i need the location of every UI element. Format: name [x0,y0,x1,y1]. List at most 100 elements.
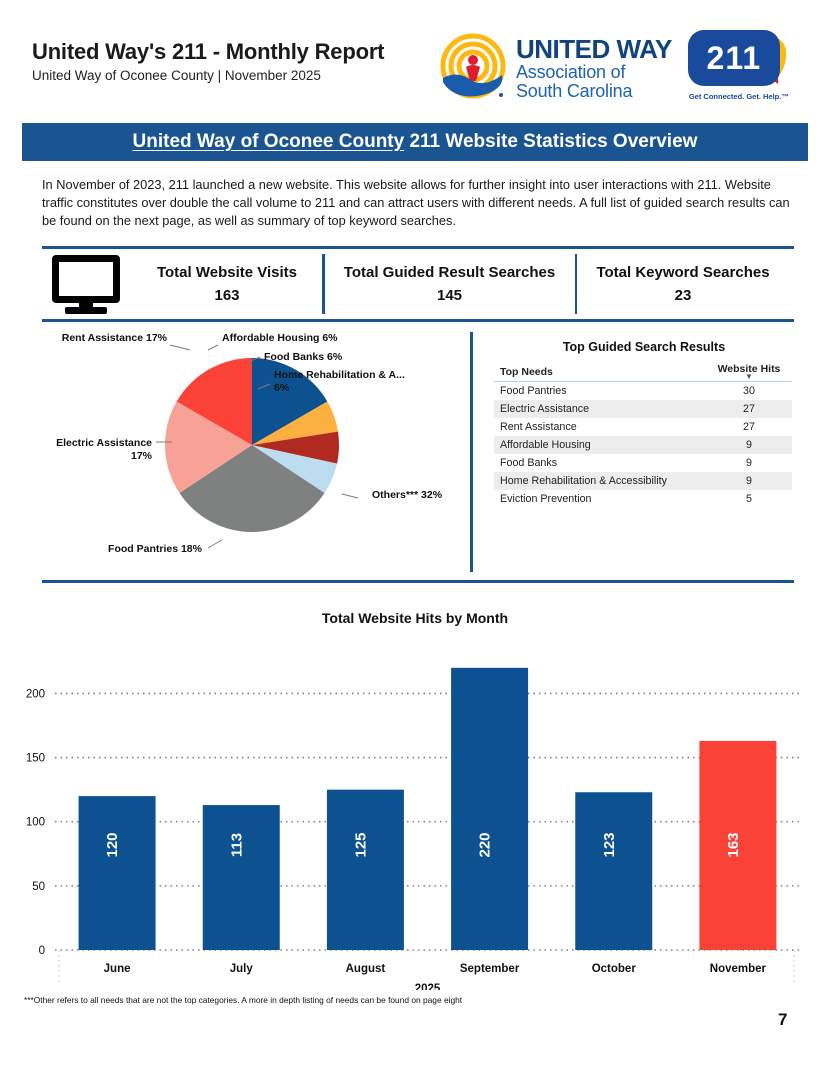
pie-slice-label: Food Banks 6% [264,351,343,363]
page-subtitle: United Way of Oconee County | November 2… [32,68,321,84]
title-block: United Way's 211 - Monthly Report United… [32,39,385,84]
table-row: Home Rehabilitation & Accessibility 9 [494,472,792,490]
pie-slice-label: Electric Assistance [56,437,152,449]
pie-slice-label: Home Rehabilitation & A... [274,369,405,381]
uw-line-3: South Carolina [516,81,633,101]
bar-value-label: 163 [725,832,742,857]
banner-underlined-part: United Way of Oconee County [132,131,405,152]
table-row: Food Pantries 30 [494,382,792,401]
y-axis-tick-label: 150 [26,753,45,765]
cell-hits: 9 [746,457,752,469]
bar-value-label: 220 [477,832,494,857]
summary-stats-bar: Total Website Visits 163 Total Guided Re… [42,246,794,322]
stat-total-guided-result-searches: Total Guided Result Searches 145 [325,249,575,319]
stat-rule-top [42,246,794,249]
monitor-icon [46,253,132,315]
x-axis-category-label: June [104,963,131,975]
top-guided-search-results-panel: Top Guided Search Results Top Needs Webs… [494,328,794,576]
pie-leader-line [207,344,219,351]
pie-slice-label: Others*** 32% [372,489,443,501]
x-axis-category-label: August [346,963,386,975]
table-title: Top Guided Search Results [562,340,726,354]
x-axis-title: 2025 [415,983,441,990]
section-banner: United Way of Oconee County 211 Website … [22,123,808,161]
bar-value-label: 113 [228,833,245,857]
stat-divider-1 [322,254,325,314]
cell-need: Food Pantries [500,385,567,397]
page-number: 7 [778,1010,788,1029]
bar [451,667,529,950]
pie-slice-label: Rent Assistance 17% [62,332,168,344]
monthly-hits-bar-chart-section: Total Website Hits by Month 0 50 100 150 200… [0,600,830,990]
pie-slice-label: 17% [131,450,153,462]
y-axis-tick-label: 100 [26,817,45,829]
top-needs-pie-chart: Rent Assistance 17% Affordable Housing 6%… [42,328,472,576]
cell-hits: 27 [743,421,755,433]
cell-hits: 5 [746,493,752,505]
table-header-row: Top Needs Website Hits ▼ [494,362,792,382]
united-way-wordmark: UNITED WAY Association of South Carolina [516,36,672,100]
top-guided-search-results-table: Top Needs Website Hits ▼ Food Pantries 30… [494,362,792,508]
pie-slice [252,431,339,464]
pie-leader-line [257,383,271,390]
sort-descending-icon[interactable]: ▼ [745,372,753,381]
pie-slice-label: Food Pantries 18% [108,543,203,555]
pie-slice [179,445,325,532]
cell-hits: 27 [704,400,792,418]
cell-need: Affordable Housing [494,436,704,454]
pie-slice [176,358,252,445]
bar-value-label: 123 [601,832,618,857]
stat-value: 145 [436,287,463,304]
intro-paragraph: In November of 2023, 211 launched a new … [42,177,790,229]
stat-label: Total Keyword Searches [596,264,770,281]
cell-hits: 9 [704,472,792,490]
bar-chart-title: Total Website Hits by Month [321,610,509,626]
pie-and-table-row: Rent Assistance 17% Affordable Housing 6%… [42,328,794,576]
bubble-211: 211 [687,30,780,86]
cell-need: Eviction Prevention [500,493,592,505]
pie-table-divider [470,332,473,572]
y-axis-tick-label: 0 [39,945,45,957]
col-header-website-hits[interactable]: Website Hits ▼ [704,362,792,382]
page-header: United Way's 211 - Monthly Report United… [0,0,830,120]
logo-211: 211 Get Connected. Get. Help.™ [680,26,798,110]
stat-value: 163 [214,287,240,304]
cell-need: Electric Assistance [494,400,704,418]
cell-hits: 30 [743,385,755,397]
x-axis-category-label: October [592,963,637,975]
bar [202,805,280,950]
uw-line-2: Association of [516,62,626,82]
banner-rest-part: 211 Website Statistics Overview [404,131,698,152]
pie-slice [252,401,338,445]
section-divider-rule [42,580,794,583]
stat-total-keyword-searches: Total Keyword Searches 23 [577,249,789,319]
cell-hits: 9 [704,436,792,454]
united-way-logo: UNITED WAY Association of South Carolina [437,32,672,104]
cell-need: Food Banks [500,457,558,469]
table-row: Eviction Prevention 5 [494,490,792,508]
pie-slice [252,445,337,494]
table-row: Food Banks 9 [494,454,792,472]
col-header-website-hits-label: Website Hits [717,363,781,375]
table-row: Electric Assistance 27 [494,400,792,418]
pie-slice [252,358,328,445]
x-axis-category-label: November [710,963,767,975]
bar [78,796,156,950]
bar-value-label: 120 [104,832,121,857]
stat-value: 23 [674,287,692,304]
pie-leader-line [207,539,223,549]
stat-label: Total Website Visits [156,264,298,281]
footnote-text: ***Other refers to all needs that are no… [24,995,463,1005]
table-row: Affordable Housing 9 [494,436,792,454]
logo-211-text: 211 [706,40,762,76]
section-banner-text: United Way of Oconee County 211 Website … [133,131,698,153]
pie-slice-label: 6% [274,382,290,394]
logo-211-tagline: Get Connected. Get. Help.™ [688,92,789,101]
bar [326,789,404,950]
logo-group: UNITED WAY Association of South Carolina… [437,26,798,110]
stat-divider-2 [574,254,577,314]
x-axis-category-label: September [460,963,520,975]
united-way-hand-rainbow-icon [437,32,509,104]
col-header-top-needs[interactable]: Top Needs [494,362,704,382]
